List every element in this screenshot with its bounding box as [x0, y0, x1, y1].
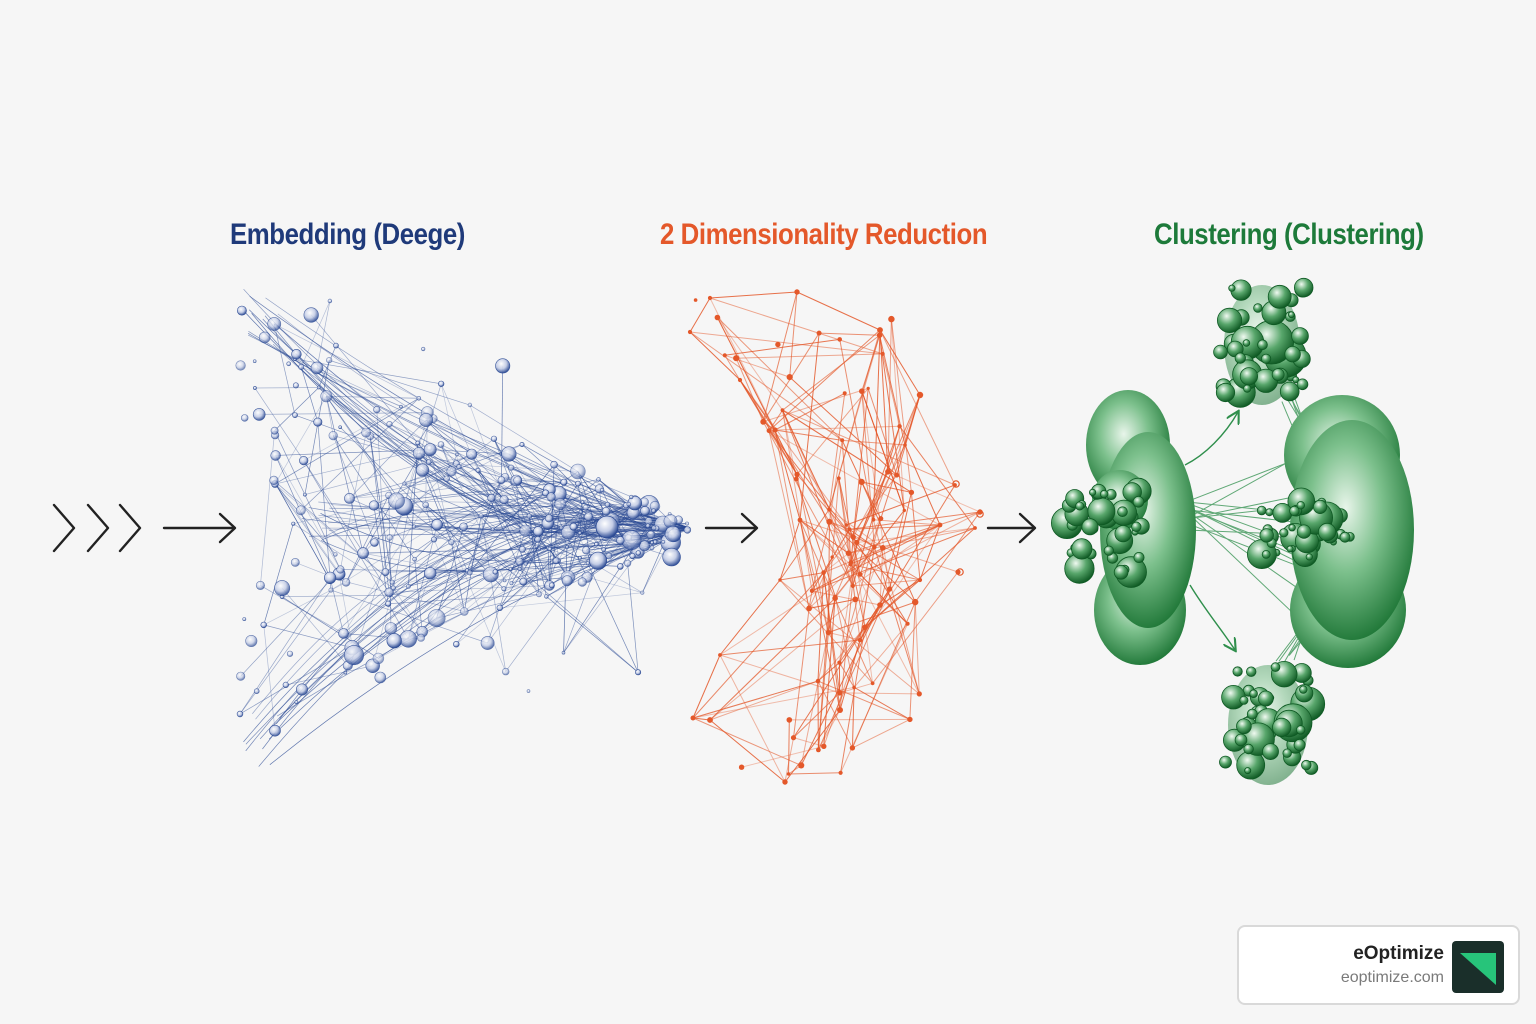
stage-title-embedding: Embedding (Deege) — [230, 218, 465, 251]
arrow-right-icon — [162, 512, 237, 544]
arrow-right-icon — [986, 512, 1037, 544]
brand-name: eOptimize — [1353, 943, 1444, 964]
cluster-top — [1213, 277, 1314, 408]
stage-title-clustering: Clustering (Clustering) — [1154, 218, 1424, 251]
stage-title-dimensionality-reduction: 2 Dimensionality Reduction — [660, 218, 988, 251]
brand-card[interactable]: eOptimize eoptimize.com — [1237, 925, 1520, 1005]
brand-url: eoptimize.com — [1340, 969, 1444, 986]
cluster-left — [1051, 390, 1196, 665]
triple-chevron-right-icon — [52, 503, 142, 553]
cluster-bottom — [1219, 661, 1326, 785]
clustering-graphic — [1051, 277, 1414, 785]
eoptimize-logo-icon — [1452, 941, 1504, 993]
embedding-network-graphic — [235, 288, 692, 767]
cluster-right — [1247, 395, 1414, 668]
reduction-network-graphic — [687, 289, 984, 785]
arrow-right-icon — [704, 512, 759, 544]
